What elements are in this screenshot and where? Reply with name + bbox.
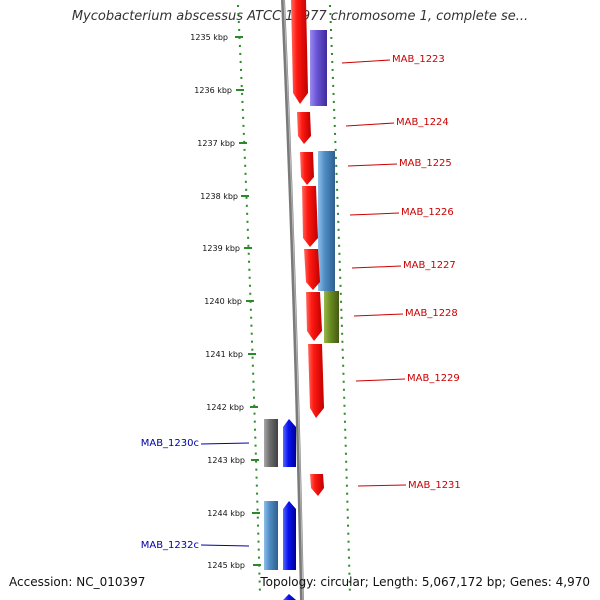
gene-labels: MAB_1223 MAB_1224 MAB_1225 MAB_1226 MAB_…	[141, 54, 461, 551]
gene-arrow-reverse[interactable]	[283, 419, 296, 467]
feature-bar[interactable]	[324, 291, 339, 343]
gene-label[interactable]: MAB_1224	[396, 117, 449, 128]
label-leader-line	[357, 484, 407, 487]
gene-arrow[interactable]	[297, 112, 311, 144]
accession-text: Accession: NC_010397	[9, 575, 146, 589]
tick-label: 1244 kbp	[207, 509, 245, 518]
label-leader-line	[349, 212, 400, 216]
gene-label[interactable]: MAB_1223	[392, 54, 445, 65]
genome-summary-text: Topology: circular; Length: 5,067,172 bp…	[260, 575, 590, 589]
gene-arrow[interactable]	[300, 152, 314, 185]
tick-label: 1243 kbp	[207, 456, 245, 465]
tick-label: 1238 kbp	[200, 192, 238, 201]
sequence-backbone	[281, 0, 304, 600]
feature-bar[interactable]	[264, 501, 278, 570]
label-leader-line	[341, 59, 391, 64]
tick-label: 1237 kbp	[197, 139, 235, 148]
tick-label: 1241 kbp	[205, 350, 243, 359]
sequence-backbone-highlight	[283, 0, 304, 600]
label-leader-line	[351, 265, 402, 269]
label-leader-line	[345, 122, 395, 127]
gene-arrow[interactable]	[310, 474, 324, 496]
gene-label[interactable]: MAB_1229	[407, 373, 460, 384]
gene-track-reverse	[283, 419, 296, 600]
gene-arrow-reverse[interactable]	[283, 594, 296, 600]
gene-label[interactable]: MAB_1225	[399, 158, 452, 169]
gene-arrow[interactable]	[308, 344, 324, 418]
tick-label: 1239 kbp	[202, 244, 240, 253]
gene-arrow-reverse[interactable]	[283, 501, 296, 570]
gene-label[interactable]: MAB_1226	[401, 207, 454, 218]
gene-arrow[interactable]	[291, 0, 308, 104]
gene-arrow[interactable]	[306, 292, 322, 341]
label-leader-line	[200, 544, 250, 547]
gene-label[interactable]: MAB_1230c	[141, 438, 199, 449]
tick-label: 1245 kbp	[207, 561, 245, 570]
gene-label[interactable]: MAB_1232c	[141, 540, 199, 551]
gene-track-forward	[291, 0, 324, 496]
gene-arrow[interactable]	[302, 186, 318, 247]
label-leader-line	[347, 163, 398, 167]
label-leader-line	[200, 442, 250, 445]
tick-label: 1242 kbp	[206, 403, 244, 412]
ruler-ticks: 1235 kbp 1236 kbp 1237 kbp 1238 kbp 1239…	[190, 33, 261, 570]
feature-track	[264, 30, 339, 570]
gene-label[interactable]: MAB_1231	[408, 480, 461, 491]
gene-label[interactable]: MAB_1228	[405, 308, 458, 319]
label-leader-line	[355, 378, 406, 382]
tick-label: 1236 kbp	[194, 86, 232, 95]
gene-arrow[interactable]	[304, 249, 320, 290]
label-leader-line	[353, 313, 404, 317]
feature-bar[interactable]	[310, 30, 327, 106]
tick-label: 1240 kbp	[204, 297, 242, 306]
tick-label: 1235 kbp	[190, 33, 228, 42]
feature-bar[interactable]	[318, 151, 335, 291]
feature-bar[interactable]	[264, 419, 278, 467]
gene-label[interactable]: MAB_1227	[403, 260, 456, 271]
